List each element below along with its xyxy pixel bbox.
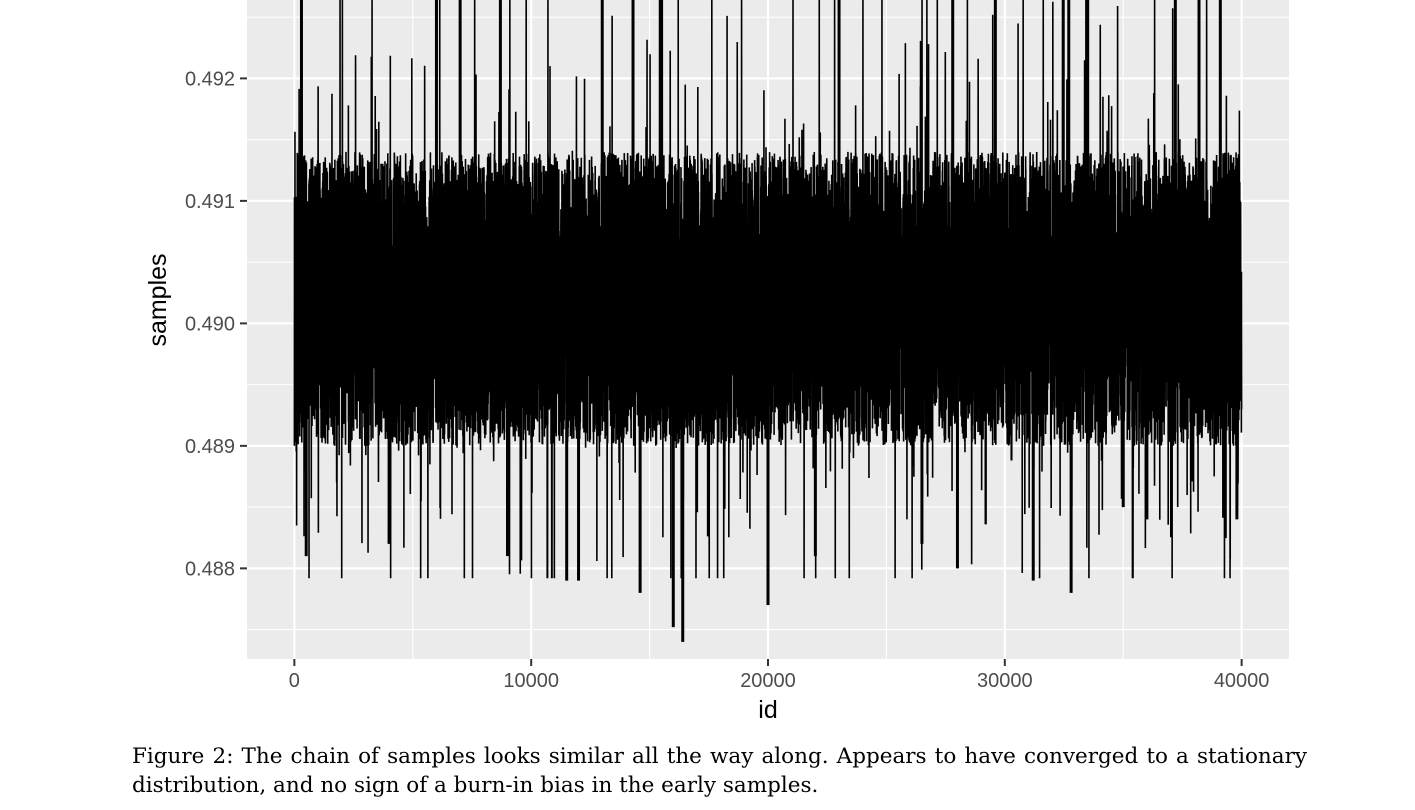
y-tick-label: 0.492: [185, 68, 235, 90]
y-axis: 0.488 0.489 0.490 0.491 0.492: [185, 68, 247, 580]
x-tick-label: 0: [289, 670, 300, 692]
x-tick-label: 40000: [1214, 670, 1270, 692]
y-tick-label: 0.489: [185, 436, 235, 458]
y-tick-label: 0.490: [185, 313, 235, 335]
y-tick-label: 0.488: [185, 558, 235, 580]
y-tick-label: 0.491: [185, 191, 235, 213]
x-tick-label: 30000: [977, 670, 1033, 692]
x-axis-title: id: [758, 696, 777, 724]
y-axis-title: samples: [144, 253, 172, 346]
figure-caption: Figure 2: The chain of samples looks sim…: [132, 742, 1307, 800]
caption-text: The chain of samples looks similar all t…: [132, 744, 1307, 798]
x-tick-label: 20000: [740, 670, 796, 692]
x-axis: 0 10000 20000 30000 40000: [289, 659, 1270, 692]
x-tick-label: 10000: [503, 670, 559, 692]
sample-series: [293, 0, 1243, 642]
sample-trace-line: [293, 0, 1243, 579]
caption-label: Figure 2:: [132, 744, 234, 769]
